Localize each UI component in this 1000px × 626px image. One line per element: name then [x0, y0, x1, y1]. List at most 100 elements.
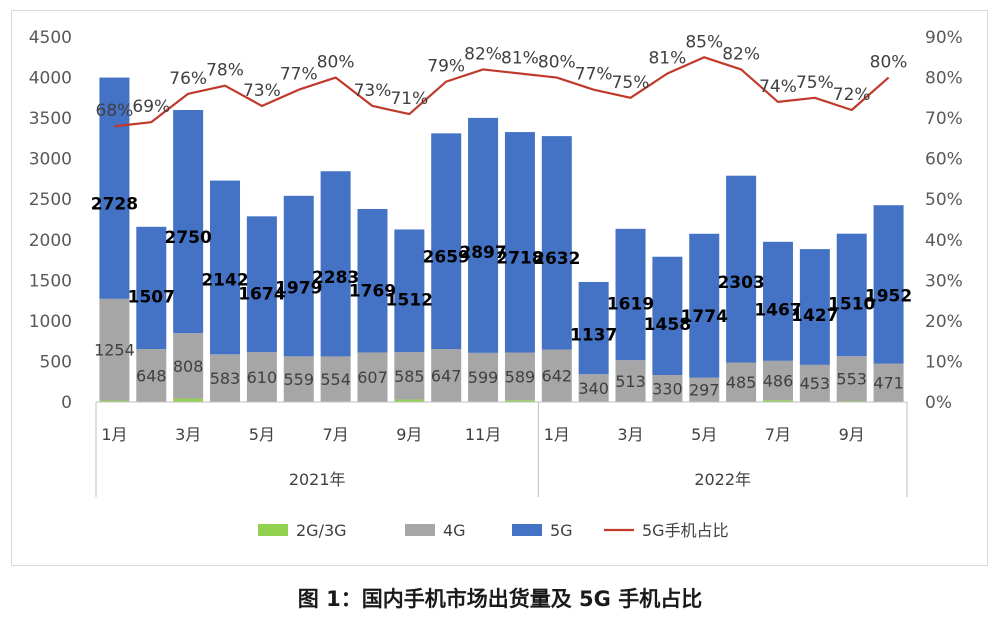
data-label-4g: 553	[836, 370, 867, 389]
data-label-4g: 485	[726, 373, 757, 392]
data-label-5g-share: 85%	[685, 32, 723, 52]
data-label-4g: 648	[136, 366, 167, 385]
data-label-5g-share: 76%	[169, 69, 207, 89]
data-label-5g: 2718	[496, 249, 543, 269]
bar-4g	[136, 349, 167, 402]
data-label-5g-share: 73%	[354, 81, 392, 101]
data-label-5g-share: 77%	[575, 65, 613, 85]
data-label-5g-share: 77%	[280, 65, 318, 85]
legend-label: 5G手机占比	[642, 521, 729, 540]
shipment-chart: 0 500 1000 1500 2000 2500 3000 3500 4000 4500 0% 10…	[29, 28, 963, 540]
bar-2g3g	[394, 399, 425, 402]
data-label-5g-share: 75%	[796, 73, 834, 93]
data-label-5g: 2303	[717, 273, 764, 293]
data-label-5g-share: 80%	[538, 53, 576, 73]
bar-4g	[394, 352, 425, 400]
bar-4g	[652, 374, 683, 402]
data-label-5g: 1674	[238, 285, 285, 305]
bar-4g	[578, 374, 609, 402]
legend-swatch	[512, 524, 542, 536]
data-label-4g: 340	[578, 379, 609, 398]
data-label-5g: 1137	[570, 326, 617, 346]
bar-2g3g	[762, 400, 793, 402]
x-tick-label: 11月	[465, 425, 501, 444]
y-left-tick-label: 1500	[29, 271, 72, 291]
data-label-4g: 585	[394, 367, 425, 386]
data-label-5g-share: 68%	[96, 101, 134, 121]
bar-4g	[431, 349, 462, 402]
data-label-4g: 808	[173, 357, 204, 376]
data-label-5g-share: 82%	[464, 44, 502, 64]
y-right-tick-label: 30%	[925, 271, 963, 291]
data-label-5g: 1952	[865, 286, 912, 306]
bar-5g	[136, 226, 167, 350]
data-label-4g: 513	[615, 372, 646, 391]
bar-5g	[578, 281, 609, 375]
x-tick-label: 1月	[544, 425, 570, 444]
bar-5g	[210, 180, 241, 355]
data-label-4g: 471	[873, 374, 904, 393]
data-label-5g: 1774	[681, 307, 728, 327]
bar-4g	[762, 360, 793, 401]
bar-4g	[210, 354, 241, 402]
data-label-5g: 1979	[275, 278, 322, 298]
data-label-4g: 589	[505, 367, 536, 386]
data-label-5g: 1458	[644, 315, 691, 335]
data-label-5g: 2283	[312, 268, 359, 288]
data-label-4g: 647	[431, 366, 462, 385]
y-right-tick-label: 70%	[925, 109, 963, 129]
bar-4g	[468, 352, 499, 402]
data-label-4g: 486	[763, 372, 794, 391]
data-label-5g: 1619	[607, 295, 654, 315]
y-left-tick-label: 3000	[29, 150, 72, 170]
y-left-tick-label: 3500	[29, 109, 72, 129]
y-left-tick-label: 4500	[29, 28, 72, 48]
y-right-tick-label: 50%	[925, 190, 963, 210]
legend-label: 5G	[550, 521, 573, 540]
y-right-tick-label: 60%	[925, 150, 963, 170]
x-tick-label: 5月	[691, 425, 717, 444]
bar-4g	[836, 356, 867, 402]
data-label-5g-share: 74%	[759, 77, 797, 97]
data-label-5g: 1467	[754, 301, 801, 321]
data-label-4g: 599	[468, 368, 499, 387]
y-left-tick-label: 0	[61, 393, 72, 413]
data-label-5g-share: 82%	[722, 44, 760, 64]
data-label-5g: 2728	[91, 195, 138, 215]
bar-5g	[394, 229, 425, 353]
data-label-5g: 1512	[386, 290, 433, 310]
data-label-5g-share: 71%	[390, 89, 428, 109]
bar-4g	[726, 362, 757, 402]
data-label-5g: 1769	[349, 282, 396, 302]
data-label-5g: 2897	[459, 243, 506, 263]
data-label-4g: 453	[800, 374, 831, 393]
x-tick-label: 3月	[617, 425, 643, 444]
bar-5g	[431, 133, 462, 350]
bar-5g	[799, 249, 830, 365]
data-label-5g-share: 73%	[243, 81, 281, 101]
legend-label: 2G/3G	[296, 521, 347, 540]
bar-4g	[357, 352, 388, 402]
y-right-tick-label: 10%	[925, 352, 963, 372]
data-label-5g: 1510	[828, 295, 875, 315]
bar-4g	[173, 333, 204, 399]
y-right-tick-label: 0%	[925, 393, 952, 413]
data-label-5g: 2632	[533, 249, 580, 269]
data-label-5g: 2750	[164, 228, 211, 248]
data-label-5g: 2659	[423, 247, 470, 267]
y-right-tick-label: 80%	[925, 69, 963, 89]
data-label-4g: 607	[357, 368, 388, 387]
bar-5g	[541, 136, 572, 350]
year-group-label: 2022年	[694, 470, 751, 489]
data-label-5g-share: 80%	[870, 53, 908, 73]
bar-4g	[504, 352, 535, 401]
x-tick-label: 1月	[101, 425, 127, 444]
bar-5g	[320, 171, 351, 357]
data-label-5g-share: 81%	[648, 49, 686, 69]
bar-4g	[541, 349, 572, 402]
legend-swatch	[258, 524, 288, 536]
bar-4g	[689, 377, 720, 402]
bar-5g	[689, 233, 720, 378]
bar-5g	[836, 233, 867, 357]
data-label-5g-share: 78%	[206, 61, 244, 81]
